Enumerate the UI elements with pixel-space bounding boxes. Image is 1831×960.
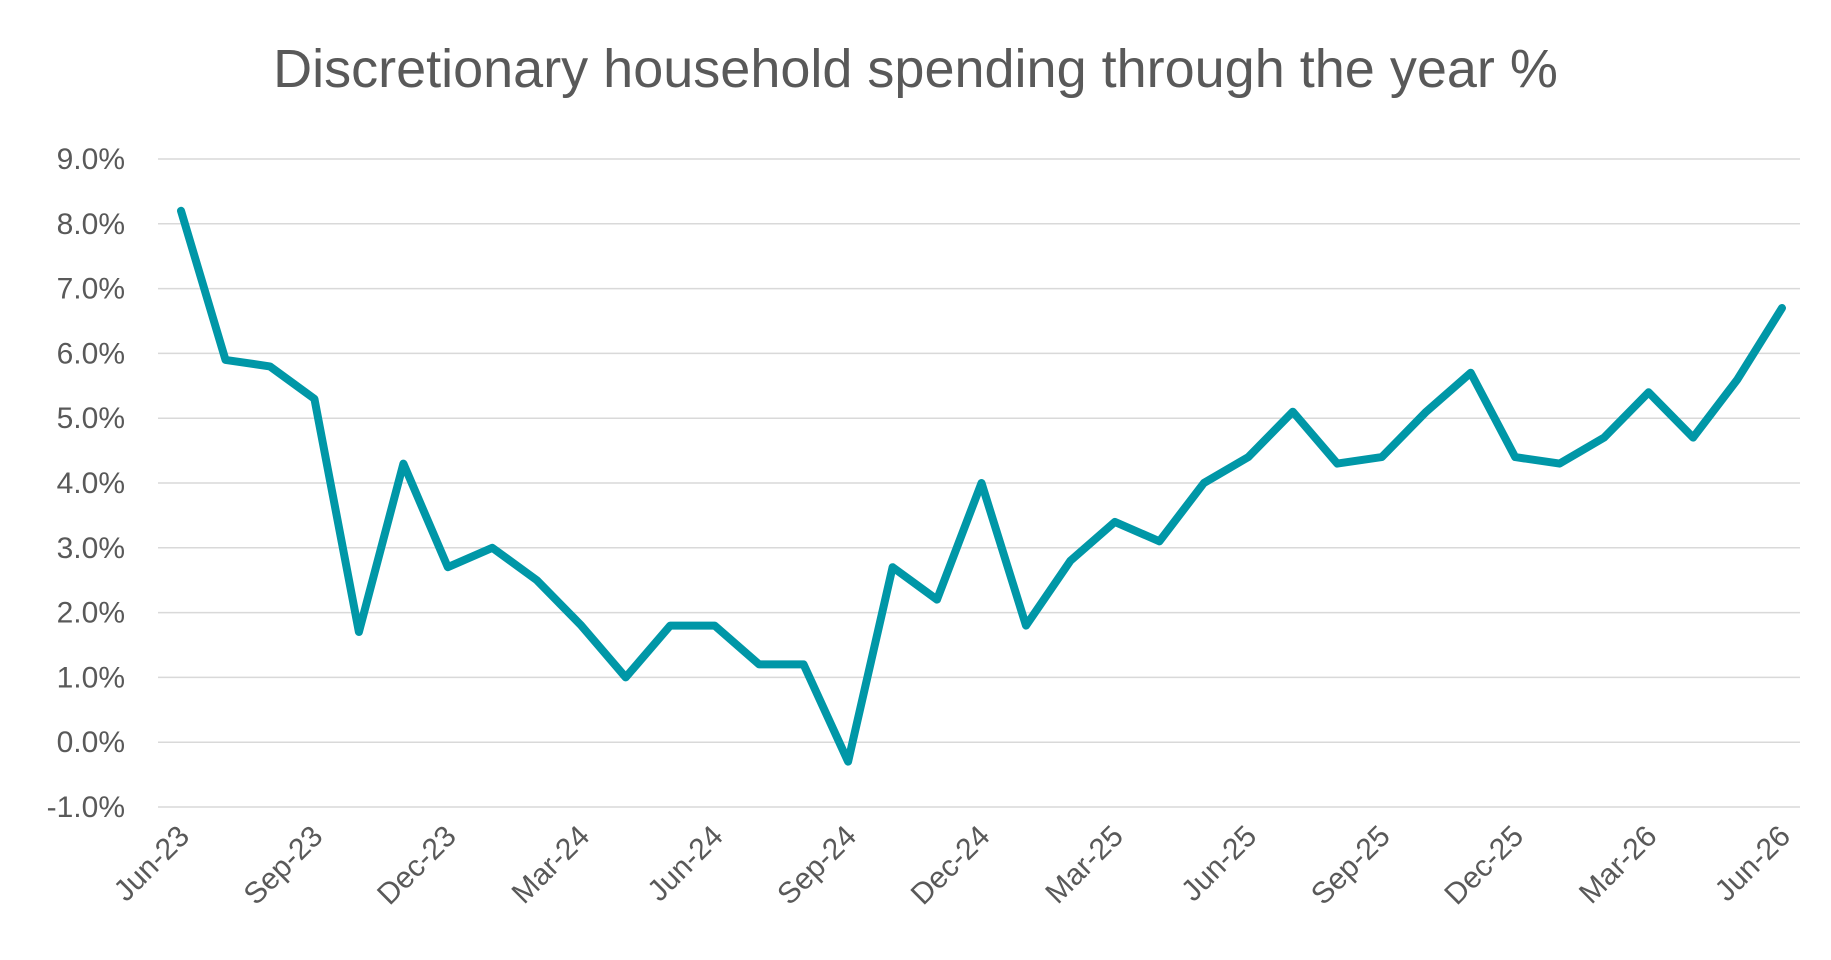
y-tick-label: 1.0% (57, 661, 125, 694)
x-tick-label: Mar-24 (506, 820, 597, 911)
data-point (666, 622, 674, 630)
x-tick-label: Jun-23 (108, 820, 196, 908)
x-tick-label: Sep-25 (1305, 820, 1397, 912)
data-point (221, 356, 229, 364)
data-point (1778, 304, 1786, 312)
data-point (266, 362, 274, 370)
data-point (444, 563, 452, 571)
data-point (1734, 375, 1742, 383)
x-tick-label: Dec-24 (905, 820, 997, 912)
data-point (355, 628, 363, 636)
data-point (1333, 460, 1341, 468)
data-point (755, 660, 763, 668)
y-tick-label: 2.0% (57, 597, 125, 630)
series-layer (177, 206, 1786, 766)
data-point (889, 563, 897, 571)
data-point (1689, 434, 1697, 442)
data-point (1556, 460, 1564, 468)
data-point (399, 460, 407, 468)
x-tick-label: Mar-26 (1573, 820, 1664, 911)
chart-title: Discretionary household spending through… (273, 39, 1558, 99)
data-point (1200, 479, 1208, 487)
data-point (800, 660, 808, 668)
y-tick-label: 8.0% (57, 208, 125, 241)
data-point (1378, 453, 1386, 461)
x-tick-label: Sep-23 (238, 820, 330, 912)
data-point (177, 207, 185, 215)
y-axis-labels: -1.0% 0.0% 1.0% 2.0% 3.0% 4.0% 5.0% 6.0% 7.0% 8.0… (47, 143, 125, 824)
data-point (1111, 518, 1119, 526)
y-tick-label: 6.0% (57, 337, 125, 370)
data-point (1022, 622, 1030, 630)
y-tick-label: 3.0% (57, 532, 125, 565)
data-point (1600, 434, 1608, 442)
x-tick-label: Dec-25 (1438, 820, 1530, 912)
y-tick-label: 0.0% (57, 726, 125, 759)
data-point (533, 576, 541, 584)
data-point (622, 673, 630, 681)
x-tick-label: Jun-25 (1175, 820, 1263, 908)
data-point (1511, 453, 1519, 461)
x-tick-label: Mar-25 (1039, 820, 1130, 911)
y-tick-label: 9.0% (57, 143, 125, 176)
data-point (978, 479, 986, 487)
gridlines (158, 158, 1800, 808)
data-point (711, 622, 719, 630)
data-point (488, 544, 496, 552)
x-tick-label: Sep-24 (771, 820, 863, 912)
x-axis-labels: Jun-23 Sep-23 Dec-23 Mar-24 Jun-24 Sep-24 Dec-… (108, 820, 1797, 912)
y-tick-label: 5.0% (57, 402, 125, 435)
x-tick-label: Jun-24 (641, 820, 729, 908)
data-point (1289, 408, 1297, 416)
data-point (1645, 388, 1653, 396)
x-tick-label: Jun-26 (1709, 820, 1797, 908)
y-tick-label: 7.0% (57, 273, 125, 306)
data-point (310, 395, 318, 403)
data-point (933, 596, 941, 604)
y-tick-label: 4.0% (57, 467, 125, 500)
x-tick-label: Dec-23 (371, 820, 463, 912)
data-point (1244, 453, 1252, 461)
data-point (577, 622, 585, 630)
data-point (844, 758, 852, 766)
data-point (1467, 369, 1475, 377)
series-line (177, 206, 1786, 766)
y-tick-label: -1.0% (47, 791, 125, 824)
data-point (1422, 408, 1430, 416)
data-point (1066, 557, 1074, 565)
data-point (1155, 537, 1163, 545)
